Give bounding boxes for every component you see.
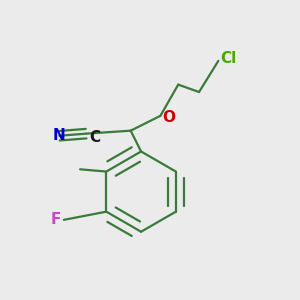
Text: F: F: [51, 212, 62, 227]
Text: Cl: Cl: [220, 51, 236, 66]
Text: O: O: [162, 110, 175, 125]
Text: C: C: [89, 130, 100, 145]
Text: N: N: [53, 128, 66, 143]
